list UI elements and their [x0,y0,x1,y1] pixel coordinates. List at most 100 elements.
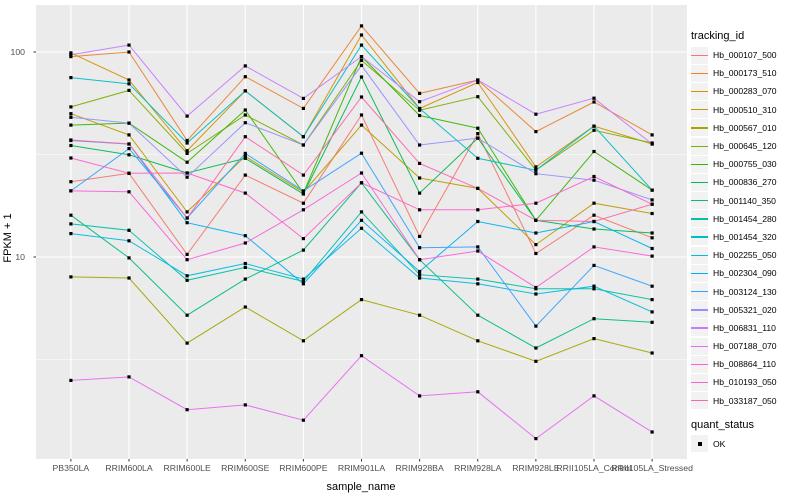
legend-entry: Hb_000645_120 [691,137,800,155]
data-point [243,173,247,177]
x-tick-label: RRII105LA_Stressed [611,463,693,473]
legend-key [691,119,708,137]
data-point [185,210,189,214]
data-point [592,263,596,267]
legend-color-line-icon [691,54,708,56]
data-point [69,275,73,279]
legend-entry: Hb_007188_070 [691,337,800,355]
data-point [127,153,131,157]
legend-color-line-icon [691,400,708,402]
legend-entry: Hb_001454_320 [691,228,800,246]
data-point [534,172,538,176]
data-point [418,143,422,147]
data-point [476,249,480,253]
legend-color-line-icon [691,127,708,129]
data-point [359,171,364,175]
legend-entry-label: Hb_001140_350 [713,195,776,206]
data-point [127,256,131,260]
legend-color-line-icon [691,200,708,202]
data-point [301,418,305,422]
data-point [476,136,480,140]
data-point [243,403,247,407]
data-point [127,276,131,280]
data-point [301,339,305,343]
data-point [650,430,654,434]
legend-key [691,101,708,119]
data-point [592,219,596,224]
legend-entry: Hb_000836_270 [691,173,800,191]
data-point [650,133,654,137]
data-point [418,106,422,111]
y-tick-label: 10 [15,252,25,262]
data-point [359,55,364,59]
data-point [359,75,364,79]
data-point [301,189,305,193]
legend-entry-label: Hb_008864_110 [713,359,776,370]
data-point [69,51,73,55]
data-point [592,287,596,291]
legend-entry: Hb_000567_010 [691,119,800,137]
data-point [185,149,189,153]
data-point [592,174,596,179]
data-point [650,254,654,258]
data-point [185,252,189,256]
data-point [476,339,480,343]
x-tick-label: RRIM928BA [395,463,444,473]
data-point [359,123,364,127]
data-point [185,408,189,412]
data-point [592,128,596,132]
legend-color-line-icon [691,109,708,111]
data-point [650,202,654,206]
data-point [69,143,73,148]
legend-key [691,337,708,355]
data-point [243,89,247,93]
x-tick-label: RRIM600SE [221,463,270,473]
data-point [359,113,364,117]
data-point [418,208,422,212]
x-axis-title: sample_name [326,481,396,493]
data-point [534,231,538,235]
data-point [185,114,189,118]
legend-entry-label: Hb_000645_120 [713,141,777,152]
data-point [127,190,131,194]
data-point [418,113,422,118]
legend-color-line-icon [691,345,708,347]
legend-entry: Hb_000173_510 [691,64,800,82]
legend-entry-label: Hb_007188_070 [713,341,777,352]
legend-entry: Hb_000510_310 [691,101,800,119]
legend-color-line-icon [691,163,708,166]
data-point [534,168,538,172]
data-point [418,313,422,317]
legend-key [691,64,708,82]
data-point [592,337,596,341]
data-point [359,298,364,302]
legend-key [691,210,708,228]
data-point [359,43,364,47]
legend-color-line-icon [691,363,708,366]
legend-entry: Hb_001454_280 [691,210,800,228]
data-point [476,132,480,136]
legend-entry: Hb_003124_130 [691,282,800,301]
data-point [243,277,247,281]
data-point [301,143,305,147]
legend-entry-label: Hb_000173_510 [713,68,777,79]
legend-color-line-icon [691,72,708,75]
legend-entry-label: Hb_003124_130 [713,286,777,297]
data-point [592,96,596,100]
data-point [69,53,73,57]
data-point [243,151,247,155]
data-point [185,258,189,262]
data-point [243,261,247,266]
data-point [243,191,247,195]
data-point [476,313,480,317]
data-point [301,192,305,196]
legend-entry-label: Hb_000510_310 [713,104,777,115]
data-point [69,180,73,184]
data-point [650,246,654,251]
legend-entry-label: Hb_006831_110 [713,322,776,333]
data-point [418,100,422,104]
data-point [301,201,305,205]
data-point [69,76,73,80]
data-point [301,282,305,286]
data-point [476,277,480,281]
